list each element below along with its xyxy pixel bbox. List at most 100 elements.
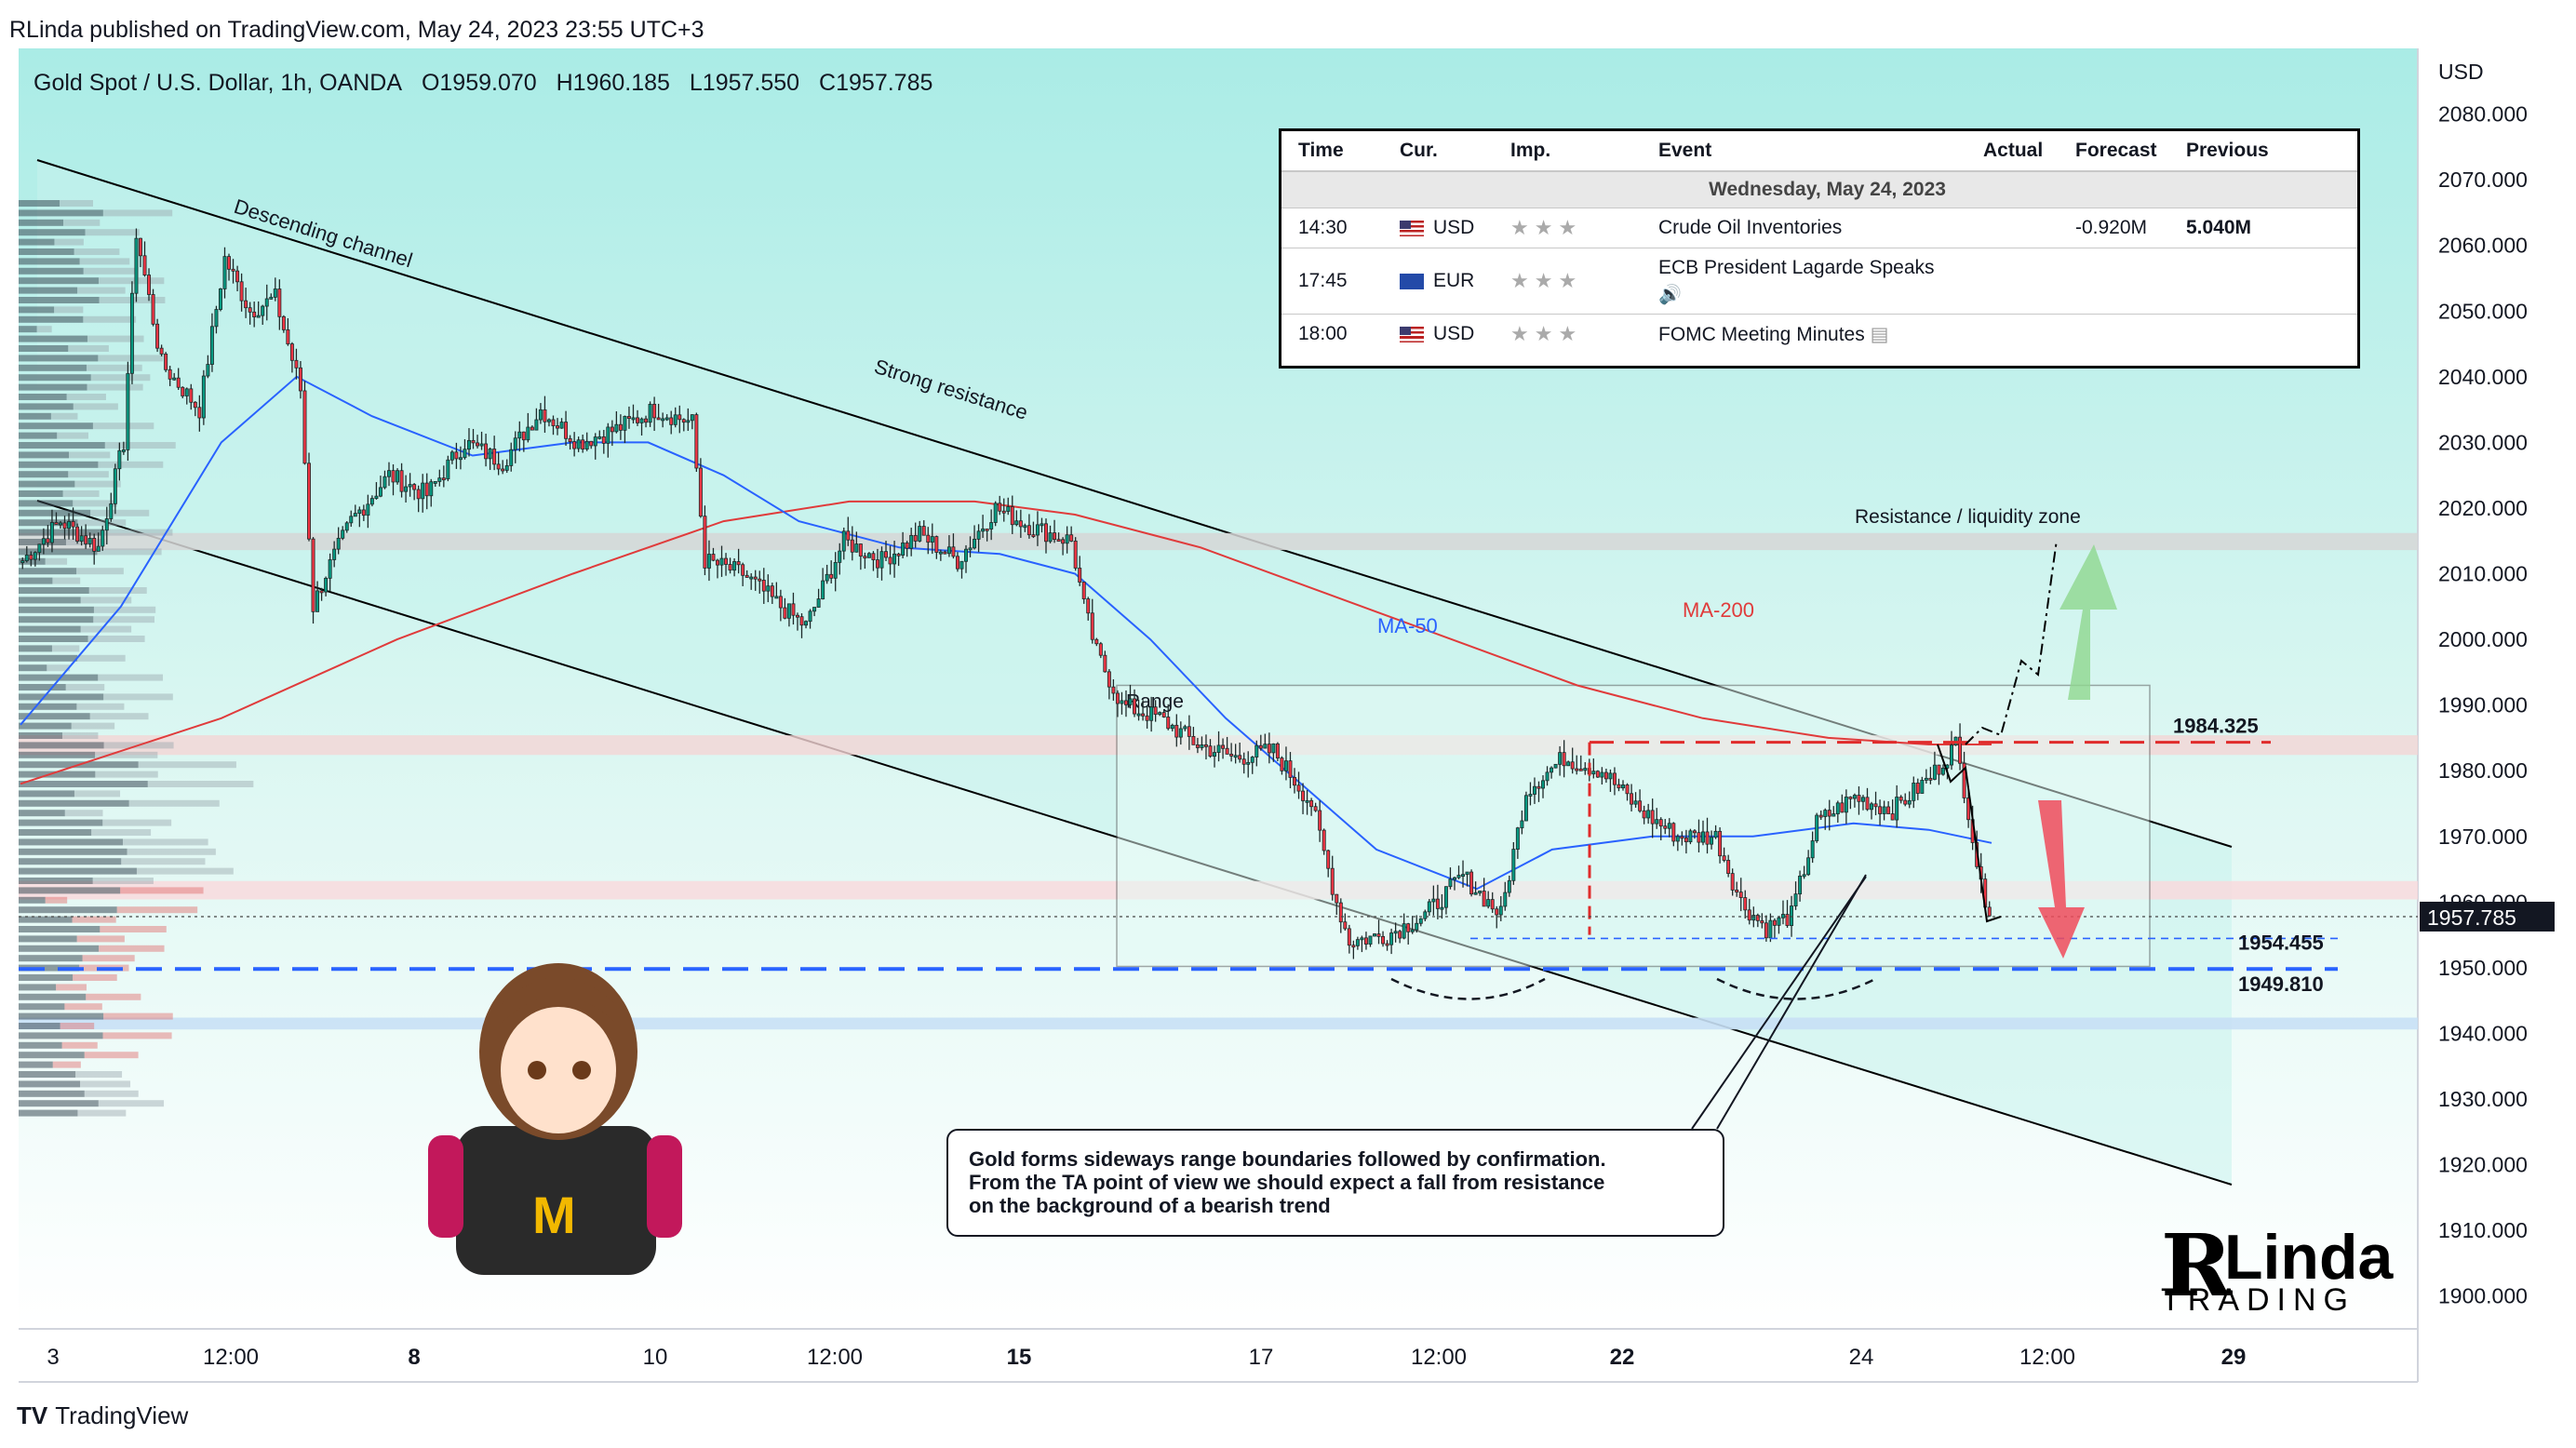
ma200-line (20, 500, 1992, 785)
candle-body (581, 439, 585, 449)
candle-body (968, 547, 973, 551)
tradingview-logo[interactable]: TV TradingView (17, 1401, 188, 1430)
candle-body (1722, 855, 1726, 861)
candle-body (1705, 831, 1710, 845)
importance-stars-icon: ★★★ (1510, 216, 1583, 239)
table-row[interactable]: 14:30 USD ★★★ Crude Oil Inventories -0.9… (1281, 208, 2357, 248)
candle-body (1738, 892, 1743, 898)
candle-body (189, 388, 194, 403)
volume-profile-bar (19, 693, 104, 701)
candle-body (1355, 939, 1360, 946)
candle-body (546, 419, 551, 422)
volume-profile-bar (116, 906, 198, 914)
volume-profile-bar (54, 238, 84, 246)
candle-body (1840, 802, 1845, 813)
volume-profile-bar (19, 490, 63, 497)
volume-profile-bar (80, 625, 132, 633)
volume-profile-bar (19, 1041, 62, 1049)
candle-body (1233, 755, 1238, 758)
time-tick-label: 12:00 (203, 1345, 259, 1370)
candle-body (1878, 806, 1883, 814)
candle-body (1764, 922, 1768, 939)
candle-body (1141, 713, 1146, 717)
candle-body (1415, 922, 1419, 931)
candle-body (681, 419, 686, 423)
table-row[interactable]: 17:45 EUR ★★★ ECB President Lagarde Spea… (1281, 248, 2357, 315)
tradingview-logo-text: TradingView (55, 1401, 189, 1429)
col-forecast: Forecast (2059, 131, 2169, 172)
candle-body (1603, 771, 1608, 780)
volume-profile-bar (87, 636, 145, 642)
candle-body (126, 372, 130, 450)
character-left-sleeve (428, 1135, 463, 1238)
volume-profile-bar (79, 258, 130, 265)
volume-profile-bar (121, 858, 206, 865)
event-forecast: -0.920M (2059, 208, 2169, 248)
candle-body (164, 354, 168, 370)
candle-body (361, 509, 366, 516)
candle-body (572, 441, 577, 449)
candle-body (1283, 760, 1288, 771)
volume-profile-bar (19, 577, 53, 584)
candle-body (1583, 768, 1588, 771)
candle-body (1798, 876, 1803, 895)
candle-body (1393, 931, 1398, 934)
candle-body (783, 607, 787, 619)
volume-profile-bar (86, 993, 141, 1000)
table-row[interactable]: 18:00 USD ★★★ FOMC Meeting Minutes ▤ (1281, 314, 2357, 354)
event-actual (1966, 248, 2059, 315)
volume-profile-bar (76, 935, 125, 943)
candle-body (101, 530, 105, 547)
price-tick-label: 1900.000 (2438, 1284, 2528, 1308)
volume-profile-bar (19, 955, 83, 962)
candle-body (382, 476, 387, 489)
candle-body (648, 403, 652, 423)
volume-profile-bar (19, 529, 103, 536)
candle-body (1111, 686, 1116, 694)
event-forecast (2059, 248, 2169, 315)
candle-body (993, 503, 998, 523)
candle-body (618, 423, 623, 431)
candle-body (404, 486, 409, 492)
candle-body (559, 422, 564, 429)
volume-profile-bar (19, 297, 100, 303)
candle-body (433, 481, 437, 484)
candle-body (121, 449, 126, 452)
price-tick-label: 2010.000 (2438, 562, 2528, 586)
event-time: 17:45 (1281, 248, 1383, 315)
volume-profile-bar (19, 229, 86, 236)
candle-body (1053, 532, 1057, 541)
candle-body (501, 468, 505, 472)
volume-profile-bar (19, 606, 94, 613)
candle-body (943, 551, 947, 555)
candle-body (449, 451, 454, 461)
candle-body (1507, 879, 1511, 893)
volume-profile-bar (75, 1071, 123, 1078)
candle-body (669, 417, 674, 425)
candle-body (656, 417, 661, 421)
candle-body (79, 535, 84, 542)
candle-body (774, 596, 779, 599)
price-tick-label: 1940.000 (2438, 1021, 2528, 1045)
candle-body (955, 556, 959, 570)
candle-body (1241, 758, 1246, 765)
candle-body (1806, 857, 1811, 876)
candle-body (479, 443, 484, 447)
candle-body (1423, 911, 1428, 919)
price-tick-label: 2070.000 (2438, 168, 2528, 192)
candle-body (766, 585, 771, 592)
range-label: Range (1126, 690, 1184, 712)
candle-body (1621, 784, 1625, 789)
candle-body (59, 522, 62, 526)
candle-body (938, 551, 943, 555)
candle-body (1848, 797, 1853, 799)
symbol-name[interactable]: Gold Spot / U.S. Dollar, 1h, OANDA (34, 70, 402, 96)
volume-profile-bar (19, 1061, 53, 1068)
volume-profile-bar (19, 945, 100, 952)
volume-profile-bar (19, 1109, 78, 1117)
analysis-note: Gold forms sideways range boundaries fol… (946, 1129, 1724, 1237)
candle-body (1482, 891, 1486, 907)
candle-body (1608, 772, 1613, 780)
last-price-label: 1957.785 (2427, 905, 2516, 930)
candle-body (736, 561, 741, 566)
